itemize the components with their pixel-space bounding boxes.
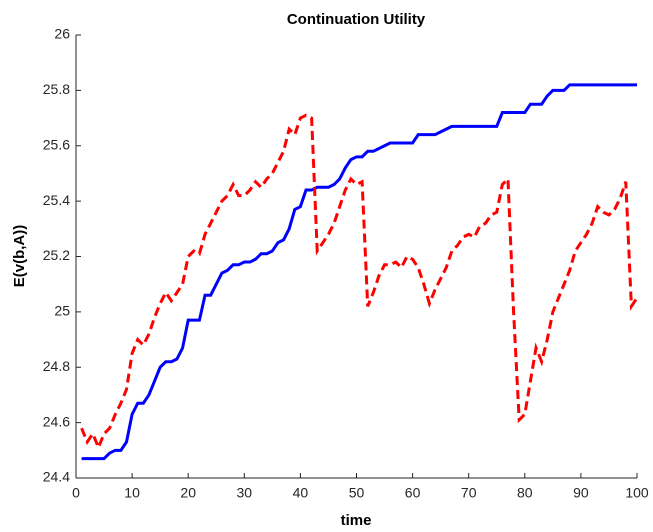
chart-title: Continuation Utility — [287, 11, 426, 28]
x-axis-label: time — [341, 512, 372, 529]
x-tick-label: 70 — [461, 485, 477, 501]
x-tick-label: 100 — [625, 485, 649, 501]
x-tick-label: 20 — [180, 485, 196, 501]
y-tick-label: 25.8 — [43, 81, 70, 97]
x-tick-label: 60 — [405, 485, 421, 501]
y-tick-label: 25.2 — [43, 247, 70, 263]
y-tick-label: 25 — [54, 303, 70, 319]
y-tick-label: 25.6 — [43, 136, 70, 152]
x-tick-label: 10 — [124, 485, 140, 501]
series-line — [80, 113, 639, 452]
y-tick-label: 25.4 — [43, 192, 70, 208]
y-tick-label: 26 — [54, 26, 70, 42]
x-tick-label: 40 — [293, 485, 309, 501]
y-tick-label: 24.4 — [43, 469, 70, 485]
x-tick-label: 90 — [573, 485, 589, 501]
x-tick-label: 0 — [72, 485, 80, 501]
x-tick-label: 50 — [349, 485, 365, 501]
y-tick-label: 24.8 — [43, 358, 70, 374]
y-tick-label: 24.6 — [43, 413, 70, 429]
series-line — [81, 83, 637, 461]
x-tick-label: 80 — [517, 485, 533, 501]
y-axis-label: E(v(b,A)) — [11, 225, 28, 288]
x-tick-label: 30 — [237, 485, 253, 501]
